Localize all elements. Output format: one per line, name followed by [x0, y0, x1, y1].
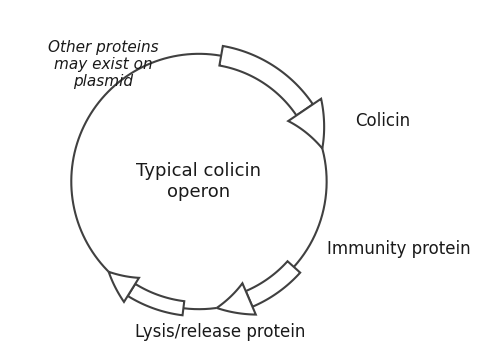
Polygon shape — [246, 261, 300, 307]
Text: Lysis/release protein: Lysis/release protein — [135, 323, 306, 341]
Polygon shape — [288, 99, 324, 148]
Text: Typical colicin
operon: Typical colicin operon — [136, 162, 262, 201]
Text: Colicin: Colicin — [355, 112, 410, 130]
Polygon shape — [108, 272, 139, 302]
Polygon shape — [128, 284, 184, 315]
Text: Other proteins
may exist on
plasmid: Other proteins may exist on plasmid — [48, 40, 158, 89]
Text: Immunity protein: Immunity protein — [326, 240, 470, 258]
Polygon shape — [220, 46, 313, 115]
Polygon shape — [216, 283, 256, 315]
